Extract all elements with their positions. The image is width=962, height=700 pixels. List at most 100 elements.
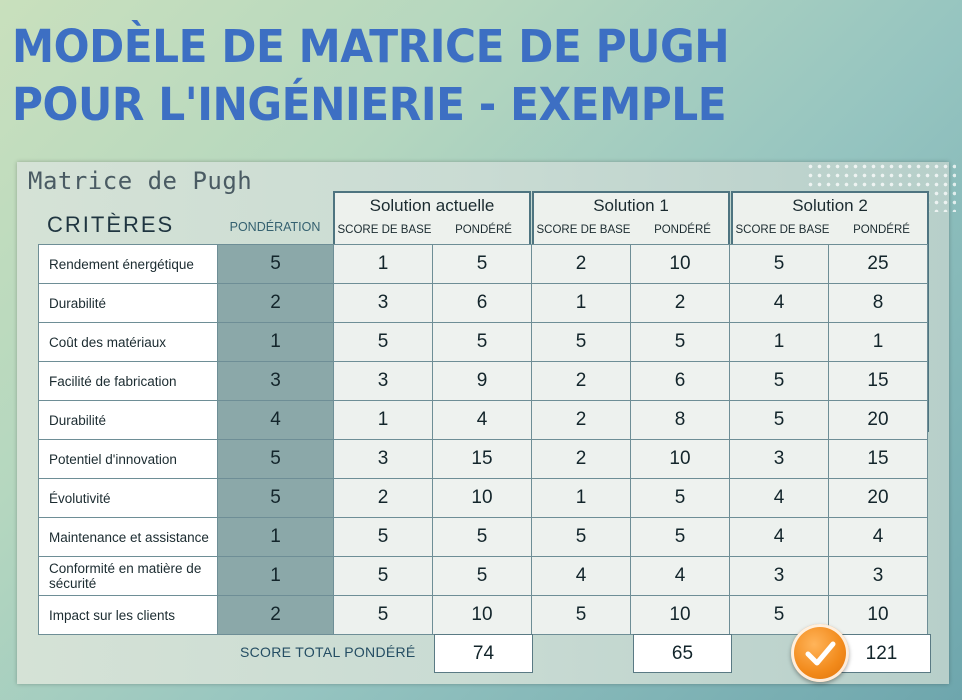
- base-score-cell: 3: [333, 283, 433, 323]
- base-score-cell: 3: [729, 439, 829, 479]
- title-line-2: POUR L'INGÉNIERIE - EXEMPLE: [12, 78, 727, 131]
- weight-cell: 3: [217, 361, 334, 401]
- weight-cell: 5: [217, 244, 334, 284]
- weighted-score-cell: 8: [630, 400, 730, 440]
- weighted-score-cell: 5: [432, 556, 532, 596]
- table-row: Coût des matériaux 1 5 5 5 5 1 1: [38, 322, 928, 362]
- total-score-current: 74: [434, 634, 533, 673]
- weighted-score-cell: 20: [828, 400, 928, 440]
- weight-cell: 1: [217, 322, 334, 362]
- weighted-score-cell: 1: [828, 322, 928, 362]
- base-score-cell: 5: [729, 244, 829, 284]
- weighted-header: PONDÉRÉ: [455, 224, 512, 236]
- weighted-score-cell: 15: [828, 361, 928, 401]
- weighted-score-cell: 6: [630, 361, 730, 401]
- criterion-cell: Coût des matériaux: [38, 322, 218, 362]
- weighted-score-cell: 15: [828, 439, 928, 479]
- base-score-cell: 5: [729, 400, 829, 440]
- solution-name-current: Solution actuelle: [369, 196, 495, 215]
- table-row: Impact sur les clients 2 5 10 5 10 5 10: [38, 595, 928, 635]
- criterion-cell: Facilité de fabrication: [38, 361, 218, 401]
- criterion-cell: Potentiel d'innovation: [38, 439, 218, 479]
- base-score-cell: 1: [333, 400, 433, 440]
- criterion-cell: Évolutivité: [38, 478, 218, 518]
- weight-header: PONDÉRATION: [229, 220, 321, 234]
- page-title: MODÈLE DE MATRICE DE PUGH POUR L'INGÉNIE…: [12, 18, 730, 134]
- base-score-cell: 1: [531, 478, 631, 518]
- matrix-title: Matrice de Pugh: [28, 167, 253, 195]
- solution-name-2: Solution 2: [792, 196, 868, 215]
- weighted-score-cell: 10: [432, 478, 532, 518]
- weighted-score-cell: 5: [432, 244, 532, 284]
- base-score-cell: 5: [531, 595, 631, 635]
- solution-name-1: Solution 1: [593, 196, 669, 215]
- weighted-score-cell: 20: [828, 478, 928, 518]
- base-score-header: SCORE DE BASE: [735, 224, 830, 236]
- weighted-score-cell: 5: [432, 517, 532, 557]
- weighted-score-cell: 8: [828, 283, 928, 323]
- base-score-cell: 1: [531, 283, 631, 323]
- base-score-cell: 2: [531, 244, 631, 284]
- weighted-score-cell: 3: [828, 556, 928, 596]
- base-score-cell: 5: [531, 322, 631, 362]
- weight-cell: 2: [217, 595, 334, 635]
- weight-cell: 1: [217, 556, 334, 596]
- base-score-header: SCORE DE BASE: [337, 224, 432, 236]
- weight-cell: 4: [217, 400, 334, 440]
- table-row: Potentiel d'innovation 5 3 15 2 10 3 15: [38, 439, 928, 479]
- table-row: Facilité de fabrication 3 3 9 2 6 5 15: [38, 361, 928, 401]
- base-score-cell: 5: [333, 322, 433, 362]
- base-score-cell: 4: [729, 517, 829, 557]
- table-row: Durabilité 2 3 6 1 2 4 8: [38, 283, 928, 323]
- weight-cell: 2: [217, 283, 334, 323]
- total-score-label: SCORE TOTAL PONDÉRÉ: [240, 644, 416, 660]
- weighted-score-cell: 5: [630, 322, 730, 362]
- base-score-cell: 4: [729, 478, 829, 518]
- table-row: Maintenance et assistance 1 5 5 5 5 4 4: [38, 517, 928, 557]
- base-score-cell: 5: [333, 595, 433, 635]
- base-score-cell: 4: [729, 283, 829, 323]
- base-score-cell: 5: [729, 361, 829, 401]
- title-line-1: MODÈLE DE MATRICE DE PUGH: [12, 20, 730, 73]
- weighted-score-cell: 5: [630, 517, 730, 557]
- base-score-cell: 5: [333, 517, 433, 557]
- base-score-cell: 2: [531, 361, 631, 401]
- weighted-score-cell: 4: [828, 517, 928, 557]
- base-score-cell: 5: [333, 556, 433, 596]
- criterion-cell: Conformité en matière de sécurité: [38, 556, 218, 596]
- total-score-solution-1: 65: [633, 634, 732, 673]
- weighted-score-cell: 15: [432, 439, 532, 479]
- base-score-header: SCORE DE BASE: [536, 224, 631, 236]
- weighted-score-cell: 5: [432, 322, 532, 362]
- weight-cell: 1: [217, 517, 334, 557]
- table-row: Conformité en matière de sécurité 1 5 5 4 4 3 3: [38, 556, 928, 596]
- weighted-header: PONDÉRÉ: [654, 224, 711, 236]
- criterion-cell: Rendement énergétique: [38, 244, 218, 284]
- base-score-cell: 3: [333, 439, 433, 479]
- criteria-header: CRITÈRES: [47, 212, 175, 237]
- weighted-score-cell: 10: [630, 439, 730, 479]
- table-row: Rendement énergétique 5 1 5 2 10 5 25: [38, 244, 928, 284]
- base-score-cell: 2: [531, 400, 631, 440]
- weighted-score-cell: 10: [432, 595, 532, 635]
- weight-cell: 5: [217, 478, 334, 518]
- weighted-score-cell: 4: [432, 400, 532, 440]
- table-row: Durabilité 4 1 4 2 8 5 20: [38, 400, 928, 440]
- base-score-cell: 1: [729, 322, 829, 362]
- weighted-header: PONDÉRÉ: [853, 224, 910, 236]
- weight-cell: 5: [217, 439, 334, 479]
- weighted-score-cell: 2: [630, 283, 730, 323]
- criterion-cell: Durabilité: [38, 283, 218, 323]
- weighted-score-cell: 5: [630, 478, 730, 518]
- weighted-score-cell: 10: [828, 595, 928, 635]
- weighted-score-cell: 10: [630, 244, 730, 284]
- weighted-score-cell: 25: [828, 244, 928, 284]
- base-score-cell: 1: [333, 244, 433, 284]
- base-score-cell: 2: [531, 439, 631, 479]
- pugh-matrix-table: Rendement énergétique 5 1 5 2 10 5 25 Durabilité…: [38, 244, 928, 635]
- weighted-score-cell: 6: [432, 283, 532, 323]
- orange-checkmark-icon: [791, 624, 849, 682]
- weighted-score-cell: 4: [630, 556, 730, 596]
- table-row: Évolutivité 5 2 10 1 5 4 20: [38, 478, 928, 518]
- criterion-cell: Durabilité: [38, 400, 218, 440]
